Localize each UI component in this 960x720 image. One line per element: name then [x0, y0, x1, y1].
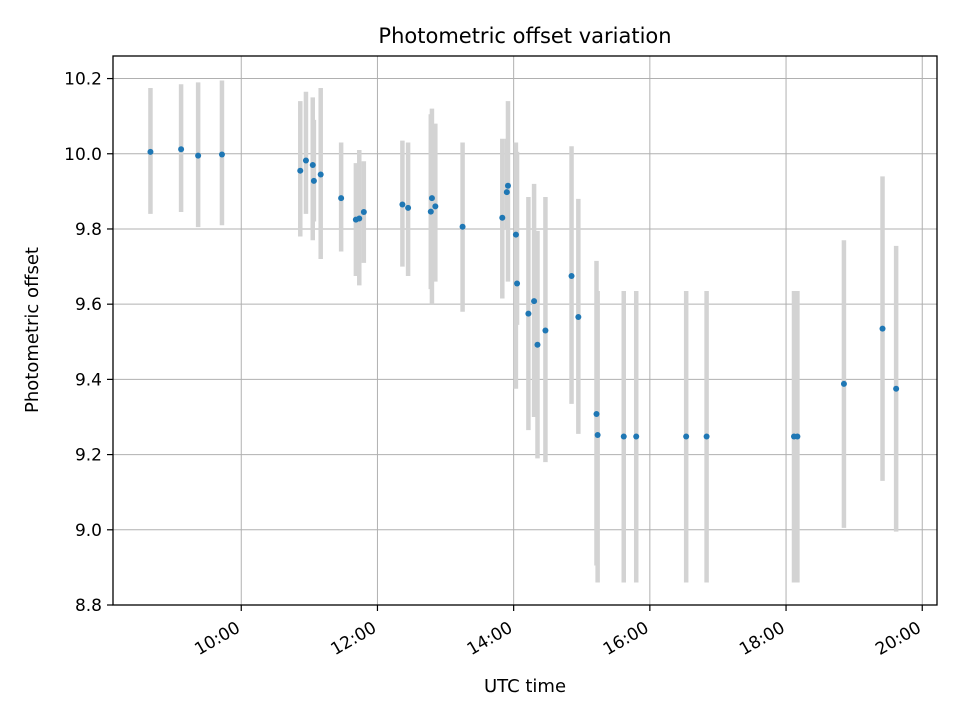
data-points: [147, 146, 900, 440]
data-point: [427, 208, 434, 215]
y-tick-label: 9.0: [75, 521, 102, 541]
data-point: [297, 167, 304, 174]
data-point: [893, 385, 900, 392]
y-tick-label: 10.2: [64, 70, 102, 90]
data-point: [534, 341, 541, 348]
y-tick-label: 9.2: [75, 446, 102, 466]
data-point: [405, 204, 412, 211]
data-point: [317, 171, 324, 178]
data-point: [147, 148, 154, 155]
y-tick-label: 8.8: [75, 596, 102, 616]
data-point: [703, 433, 710, 440]
y-tick-label: 9.4: [75, 370, 102, 390]
y-tick-label: 10.0: [64, 145, 102, 165]
data-point: [840, 380, 847, 387]
grid: [113, 56, 937, 606]
data-point: [525, 310, 532, 317]
data-point: [620, 433, 627, 440]
y-axis: 8.8 9.0 9.2 9.4 9.6 9.8 10.0 10.2: [64, 70, 113, 616]
data-point: [432, 203, 439, 210]
data-point: [593, 410, 600, 417]
data-point: [683, 433, 690, 440]
y-tick-label: 9.8: [75, 220, 102, 240]
data-point: [594, 432, 601, 439]
data-point: [503, 189, 510, 196]
data-point: [514, 280, 521, 287]
data-point: [178, 146, 185, 153]
data-point: [302, 157, 309, 164]
data-point: [499, 214, 506, 221]
y-axis-label: Photometric offset: [22, 247, 43, 413]
data-point: [360, 209, 367, 216]
data-point: [195, 152, 202, 159]
data-point: [309, 162, 316, 169]
plot-frame: [112, 55, 938, 606]
data-point: [879, 325, 886, 332]
data-point: [794, 433, 801, 440]
data-point: [428, 195, 435, 202]
data-point: [568, 272, 575, 279]
plot-area-background: [113, 56, 937, 605]
data-point: [504, 182, 511, 189]
data-point: [459, 223, 466, 230]
data-point: [310, 177, 317, 184]
data-point: [356, 215, 363, 222]
chart-title: Photometric offset variation: [378, 24, 671, 48]
data-point: [338, 195, 345, 202]
data-point: [512, 231, 519, 238]
data-point: [531, 298, 538, 305]
x-axis-label: UTC time: [484, 676, 566, 697]
data-point: [399, 201, 406, 208]
data-point: [542, 327, 549, 334]
data-point: [575, 313, 582, 320]
data-point: [633, 433, 640, 440]
data-point: [218, 151, 225, 158]
y-tick-label: 9.6: [75, 295, 102, 315]
